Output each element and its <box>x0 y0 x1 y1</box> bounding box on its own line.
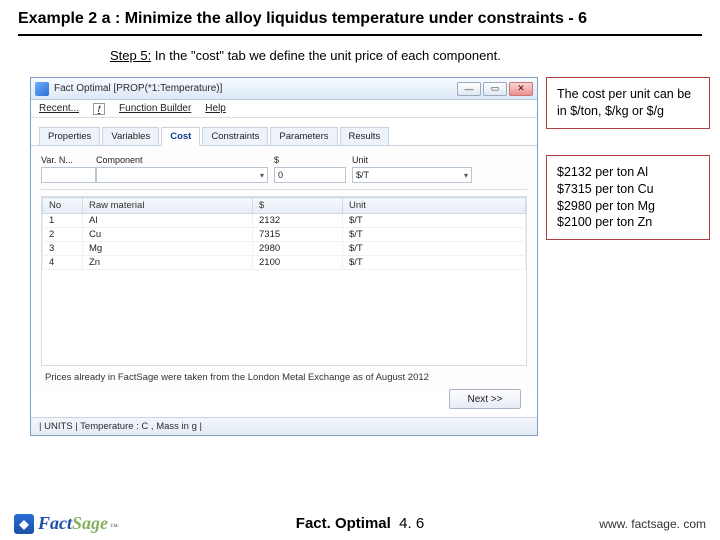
close-button[interactable]: ✕ <box>509 82 533 96</box>
app-window: Fact Optimal [PROP(*1:Temperature)] — ▭ … <box>30 77 538 436</box>
page-number: 4. 6 <box>399 515 424 532</box>
window-title: Fact Optimal [PROP(*1:Temperature)] <box>54 83 457 94</box>
dollar-label: $ <box>274 155 346 165</box>
menu-help[interactable]: Help <box>205 103 226 114</box>
cell-raw: Mg <box>83 242 253 256</box>
menu-recent[interactable]: Recent... <box>39 103 79 114</box>
unit-dropdown[interactable]: $/T <box>352 167 472 183</box>
step-text: In the "cost" tab we define the unit pri… <box>151 48 501 63</box>
col-raw-material: Raw material <box>83 198 253 214</box>
price-source-note: Prices already in FactSage were taken fr… <box>41 366 527 385</box>
side-callouts: The cost per unit can be in $/ton, $/kg … <box>546 77 710 436</box>
step-label: Step 5: <box>110 48 151 63</box>
cell-unit: $/T <box>343 256 526 270</box>
cell-dollar: 2100 <box>253 256 343 270</box>
cell-dollar: 7315 <box>253 228 343 242</box>
tab-properties[interactable]: Properties <box>39 127 100 145</box>
table-row[interactable]: 4 Zn 2100 $/T <box>43 256 526 270</box>
col-no: No <box>43 198 83 214</box>
tab-cost[interactable]: Cost <box>161 127 200 146</box>
price-line: $2980 per ton Mg <box>557 198 699 215</box>
footer-center: Fact. Optimal 4. 6 <box>0 515 720 532</box>
cell-no: 3 <box>43 242 83 256</box>
callout-prices: $2132 per ton Al $7315 per ton Cu $2980 … <box>546 155 710 241</box>
tab-variables[interactable]: Variables <box>102 127 159 145</box>
cell-dollar: 2980 <box>253 242 343 256</box>
slide-title: Example 2 a : Minimize the alloy liquidu… <box>0 0 720 34</box>
tab-parameters[interactable]: Parameters <box>270 127 337 145</box>
table-row[interactable]: 3 Mg 2980 $/T <box>43 242 526 256</box>
table-row[interactable]: 1 Al 2132 $/T <box>43 214 526 228</box>
price-line: $2132 per ton Al <box>557 164 699 181</box>
var-field[interactable] <box>41 167 96 183</box>
app-icon <box>35 82 49 96</box>
title-underline <box>18 34 702 36</box>
cell-raw: Al <box>83 214 253 228</box>
component-label: Component <box>96 155 268 165</box>
cell-no: 2 <box>43 228 83 242</box>
menubar: Recent... f Function Builder Help <box>31 100 537 118</box>
price-line: $7315 per ton Cu <box>557 181 699 198</box>
function-badge-icon: f <box>93 103 105 115</box>
cost-table: No Raw material $ Unit 1 Al 2132 $/T <box>41 196 527 366</box>
component-dropdown[interactable] <box>96 167 268 183</box>
edit-row: Var. N... Component $ 0 Unit $/T <box>41 156 527 190</box>
product-name: Fact. Optimal <box>296 515 391 532</box>
unit-label: Unit <box>352 155 472 165</box>
cell-unit: $/T <box>343 242 526 256</box>
table-row[interactable]: 2 Cu 7315 $/T <box>43 228 526 242</box>
callout-unit-info: The cost per unit can be in $/ton, $/kg … <box>546 77 710 129</box>
cell-dollar: 2132 <box>253 214 343 228</box>
tab-body-cost: Var. N... Component $ 0 Unit $/T <box>31 146 537 391</box>
slide-footer: ◆ FactSage™ Fact. Optimal 4. 6 www. fact… <box>0 513 720 534</box>
cell-no: 4 <box>43 256 83 270</box>
cell-unit: $/T <box>343 228 526 242</box>
minimize-button[interactable]: — <box>457 82 481 96</box>
cell-no: 1 <box>43 214 83 228</box>
step-instruction: Step 5: In the "cost" tab we define the … <box>0 46 720 77</box>
next-button[interactable]: Next >> <box>449 389 521 409</box>
unit-value: $/T <box>356 170 369 180</box>
col-unit: Unit <box>343 198 526 214</box>
col-dollar: $ <box>253 198 343 214</box>
var-label: Var. N... <box>41 155 96 165</box>
dollar-field[interactable]: 0 <box>274 167 346 183</box>
menu-function-builder[interactable]: Function Builder <box>119 103 191 114</box>
status-bar: | UNITS | Temperature : C , Mass in g | <box>31 417 537 435</box>
price-line: $2100 per ton Zn <box>557 214 699 231</box>
tab-results[interactable]: Results <box>340 127 390 145</box>
tab-constraints[interactable]: Constraints <box>202 127 268 145</box>
maximize-button[interactable]: ▭ <box>483 82 507 96</box>
cell-unit: $/T <box>343 214 526 228</box>
cell-raw: Zn <box>83 256 253 270</box>
window-titlebar: Fact Optimal [PROP(*1:Temperature)] — ▭ … <box>31 78 537 100</box>
cell-raw: Cu <box>83 228 253 242</box>
tab-strip: Properties Variables Cost Constraints Pa… <box>31 118 537 146</box>
